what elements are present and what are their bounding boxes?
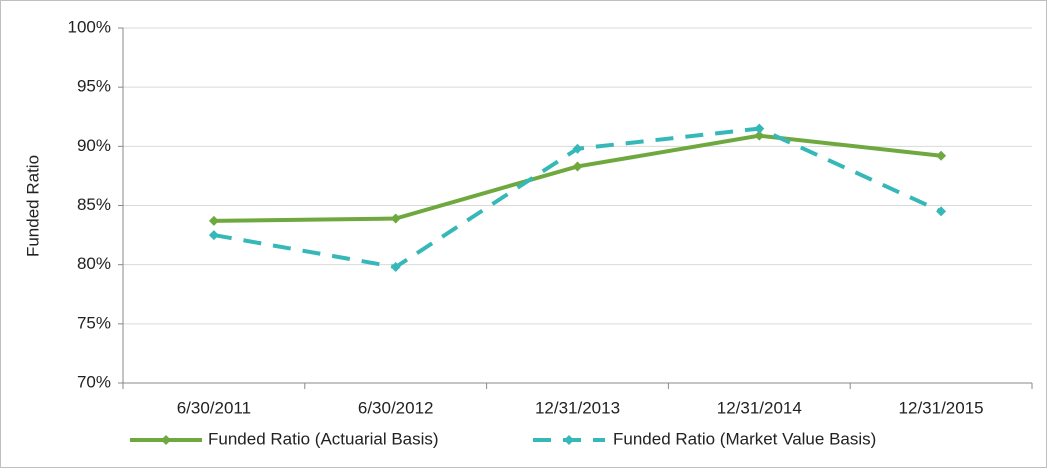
x-tick-label: 12/31/2015 [899,398,984,417]
x-tick-label: 6/30/2011 [177,398,251,417]
y-tick-label: 70% [77,372,111,391]
y-tick-label: 85% [77,195,111,214]
legend-marker [161,435,171,445]
x-tick-label: 12/31/2014 [717,398,802,417]
point-marker [572,143,583,154]
point-marker [208,230,219,241]
y-tick-label: 95% [77,77,111,96]
point-marker [572,161,583,172]
legend-label: Funded Ratio (Actuarial Basis) [208,429,439,448]
point-marker [390,262,401,273]
y-tick-label: 100% [68,17,111,36]
point-marker [754,123,765,134]
point-marker [208,215,219,226]
y-tick-label: 75% [77,313,111,332]
legend-marker [564,435,574,445]
point-marker [936,206,947,217]
legend-label: Funded Ratio (Market Value Basis) [613,429,876,448]
x-tick-label: 6/30/2012 [358,398,434,417]
y-axis-label: Funded Ratio [23,155,42,257]
point-marker [936,150,947,161]
x-tick-label: 12/31/2013 [535,398,620,417]
point-marker [754,130,765,141]
y-tick-label: 90% [77,136,111,155]
y-tick-label: 80% [77,254,111,273]
point-marker [390,213,401,224]
